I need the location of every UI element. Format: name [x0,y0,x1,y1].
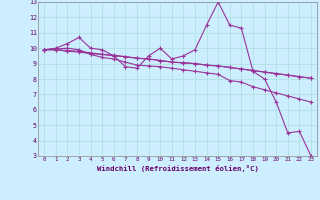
X-axis label: Windchill (Refroidissement éolien,°C): Windchill (Refroidissement éolien,°C) [97,165,259,172]
